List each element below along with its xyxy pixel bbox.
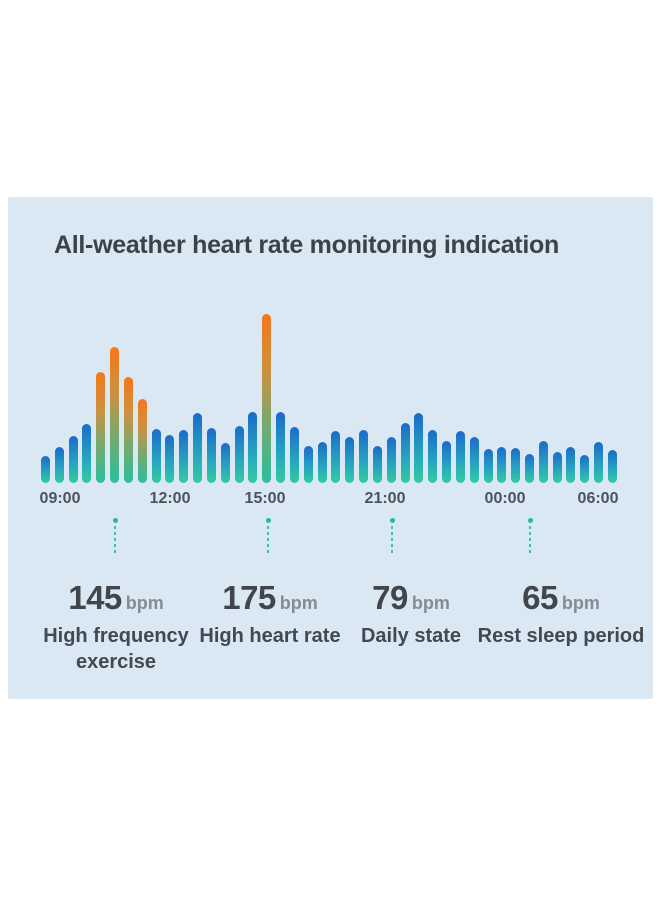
heart-rate-bar: [234, 426, 244, 483]
callout-marker-line: [111, 518, 119, 556]
stat-value: 79: [372, 579, 408, 616]
stat-high-heart-rate: 175 bpm High heart rate: [185, 579, 355, 649]
heart-rate-bar: [179, 430, 189, 483]
marker-dashed-line: [529, 526, 531, 556]
heart-rate-bar: [455, 431, 465, 483]
heart-rate-bar: [428, 430, 438, 483]
heart-rate-bar: [220, 443, 230, 483]
heart-rate-bar: [68, 436, 78, 483]
callout-marker-line: [388, 518, 396, 556]
x-axis: 09:00 12:00 15:00 21:00 00:00 06:00: [8, 490, 653, 510]
heart-rate-bar: [552, 452, 562, 483]
stat-rest-sleep-period: 65 bpm Rest sleep period: [471, 579, 651, 649]
x-axis-label: 15:00: [244, 490, 286, 507]
heart-rate-bar: [193, 413, 203, 483]
heart-rate-panel: All-weather heart rate monitoring indica…: [8, 197, 653, 699]
heart-rate-bar: [511, 448, 521, 483]
stat-daily-state: 79 bpm Daily state: [336, 579, 486, 649]
heart-rate-bar-peak: [96, 372, 106, 483]
heart-rate-bar-peak: [137, 399, 147, 483]
heart-rate-bar: [54, 447, 64, 483]
stat-unit: bpm: [411, 593, 450, 613]
heart-rate-bar: [165, 435, 175, 483]
heart-rate-bar: [580, 455, 590, 483]
heart-rate-bar: [497, 447, 507, 483]
x-axis-label: 12:00: [149, 490, 191, 507]
stat-number-row: 175 bpm: [222, 579, 318, 617]
heart-rate-bar: [82, 424, 92, 483]
heart-rate-bar-chart: [41, 313, 617, 483]
heart-rate-bar-peak: [123, 377, 133, 483]
stat-label: High frequency exercise: [43, 625, 189, 673]
stat-number-row: 145 bpm: [68, 579, 164, 617]
heart-rate-bar: [372, 446, 382, 483]
marker-dashed-line: [391, 526, 393, 556]
stat-unit: bpm: [125, 593, 164, 613]
heart-rate-bar: [442, 441, 452, 483]
heart-rate-bar: [414, 413, 424, 483]
heart-rate-bar: [248, 412, 258, 483]
stat-high-frequency-exercise: 145 bpm High frequency exercise: [41, 579, 191, 675]
heart-rate-bar: [538, 441, 548, 483]
heart-rate-bar: [400, 423, 410, 483]
stat-label: Rest sleep period: [477, 625, 645, 647]
stat-unit: bpm: [561, 593, 600, 613]
heart-rate-bar: [331, 431, 341, 483]
marker-dashed-line: [114, 526, 116, 556]
x-axis-label: 09:00: [39, 490, 81, 507]
heart-rate-bar: [317, 442, 327, 483]
x-axis-label: 21:00: [364, 490, 406, 507]
marker-dot-icon: [265, 518, 271, 523]
stat-value: 65: [522, 579, 558, 616]
stat-value: 145: [68, 579, 122, 616]
heart-rate-bar-peak: [110, 347, 120, 483]
heart-rate-bar: [41, 456, 50, 483]
heart-rate-bar: [594, 442, 604, 483]
x-axis-label: 06:00: [577, 490, 619, 507]
heart-rate-bar: [303, 446, 313, 483]
x-axis-label: 00:00: [484, 490, 526, 507]
marker-dot-icon: [389, 518, 395, 523]
heart-rate-bar-peak: [262, 314, 272, 483]
heart-rate-bar: [524, 454, 534, 483]
stat-value: 175: [222, 579, 276, 616]
callout-marker-line: [526, 518, 534, 556]
heart-rate-bar: [469, 437, 479, 483]
heart-rate-bar: [276, 412, 286, 483]
stat-label: High heart rate: [199, 625, 341, 647]
heart-rate-bar: [345, 437, 355, 483]
heart-rate-bar: [386, 437, 396, 483]
stat-number-row: 79 bpm: [372, 579, 450, 617]
heart-rate-bar: [151, 429, 161, 483]
heart-rate-bar: [607, 450, 617, 483]
heart-rate-bar: [206, 428, 216, 483]
marker-dot-icon: [112, 518, 118, 523]
heart-rate-bar: [566, 447, 576, 483]
stat-label: Daily state: [360, 625, 462, 647]
marker-dot-icon: [527, 518, 533, 523]
heart-rate-bar: [359, 430, 369, 483]
stat-unit: bpm: [279, 593, 318, 613]
callout-marker-line: [264, 518, 272, 556]
stat-number-row: 65 bpm: [522, 579, 600, 617]
heart-rate-bar: [483, 449, 493, 483]
panel-title: All-weather heart rate monitoring indica…: [54, 231, 559, 259]
heart-rate-bar: [289, 427, 299, 483]
marker-dashed-line: [267, 526, 269, 556]
